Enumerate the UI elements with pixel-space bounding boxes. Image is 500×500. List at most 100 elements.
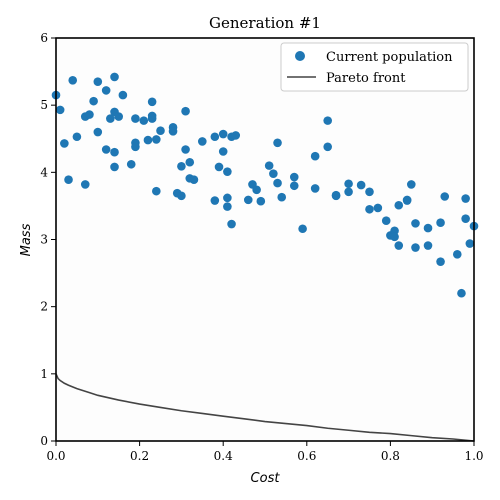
- population-point: [55, 105, 65, 115]
- population-point: [80, 180, 90, 189]
- population-point: [289, 172, 299, 182]
- population-point: [218, 147, 228, 156]
- population-point: [373, 203, 383, 213]
- population-point: [381, 216, 391, 225]
- population-point: [273, 138, 282, 148]
- population-point: [210, 132, 220, 142]
- population-point: [344, 187, 353, 197]
- population-point: [152, 135, 161, 144]
- legend-marker-population: [295, 51, 305, 61]
- population-point: [310, 151, 320, 161]
- population-point: [402, 196, 412, 205]
- population-point: [411, 219, 420, 228]
- population-point: [231, 131, 241, 140]
- population-point: [344, 179, 353, 189]
- x-axis-label: Cost: [251, 471, 281, 486]
- legend-box: [280, 42, 469, 92]
- population-point: [168, 127, 178, 136]
- population-point: [298, 224, 307, 234]
- population-point: [273, 178, 282, 188]
- population-point: [457, 288, 466, 298]
- x-tick-label: 1.0: [464, 449, 483, 463]
- population-point: [60, 139, 69, 148]
- population-point: [110, 147, 119, 157]
- legend-label-population: Current population: [326, 50, 453, 65]
- population-point: [289, 181, 299, 191]
- axis-ticks: 0.0 0.2 0.4 0.6 0.8 1.0 0 1 2 3 4 5 6: [40, 31, 483, 463]
- x-tick-label: 0.6: [297, 449, 316, 463]
- population-point: [331, 191, 341, 201]
- population-point: [423, 223, 433, 233]
- y-tick-label: 2: [40, 300, 48, 314]
- population-point: [181, 145, 190, 154]
- population-point: [323, 116, 333, 125]
- population-point: [390, 232, 399, 242]
- population-point: [210, 196, 220, 205]
- legend: Current population Pareto front: [280, 42, 469, 92]
- population-point: [143, 135, 153, 145]
- population-point: [198, 137, 207, 146]
- y-tick-label: 4: [40, 165, 48, 179]
- population-point: [365, 204, 374, 214]
- population-point: [394, 200, 404, 210]
- population-point: [131, 142, 140, 152]
- y-tick-label: 1: [40, 367, 48, 381]
- population-point: [110, 162, 119, 172]
- population-point: [256, 196, 266, 206]
- population-point: [89, 96, 98, 106]
- chart-title: Generation #1: [209, 14, 321, 32]
- population-points-layer: [51, 72, 479, 298]
- population-point: [440, 192, 450, 201]
- population-point: [407, 180, 416, 189]
- pareto-front-layer: [55, 373, 475, 442]
- x-tick-label: 0.8: [381, 449, 400, 463]
- population-point: [147, 114, 157, 123]
- population-point: [101, 86, 111, 95]
- population-point: [177, 191, 186, 201]
- population-point: [411, 243, 420, 252]
- population-point: [126, 159, 136, 169]
- population-point: [436, 218, 445, 228]
- population-point: [72, 132, 82, 142]
- x-tick-label: 0.2: [130, 449, 149, 463]
- population-point: [394, 241, 404, 250]
- population-point: [310, 184, 320, 193]
- population-point: [147, 97, 157, 107]
- population-point: [118, 90, 128, 100]
- population-point: [223, 167, 232, 176]
- y-tick-label: 0: [40, 434, 48, 448]
- population-point: [64, 175, 73, 185]
- population-point: [93, 127, 103, 137]
- plot-background: [56, 38, 474, 441]
- population-point: [461, 194, 470, 203]
- population-point: [110, 72, 119, 82]
- population-point: [68, 76, 78, 85]
- population-point: [223, 202, 232, 211]
- population-point: [131, 114, 140, 123]
- population-point: [177, 161, 186, 171]
- population-point: [223, 193, 232, 203]
- x-tick-label: 0.0: [46, 449, 65, 463]
- population-point: [156, 126, 165, 135]
- population-point: [465, 239, 475, 248]
- population-point: [101, 145, 111, 154]
- y-axis-label: Mass: [19, 223, 34, 256]
- pareto-front-line: [55, 373, 475, 442]
- population-point: [436, 257, 445, 266]
- population-point: [93, 77, 103, 86]
- population-point: [152, 186, 161, 196]
- population-point: [423, 241, 433, 250]
- population-point: [452, 249, 462, 259]
- population-point: [252, 185, 261, 195]
- y-tick-label: 6: [40, 31, 48, 45]
- population-point: [181, 106, 190, 116]
- population-point: [139, 116, 149, 125]
- population-point: [185, 157, 195, 167]
- legend-label-pareto: Pareto front: [326, 71, 406, 86]
- population-point: [277, 192, 287, 202]
- population-point: [390, 226, 399, 236]
- x-tick-label: 0.4: [214, 449, 233, 463]
- population-point: [264, 161, 274, 170]
- population-point: [114, 112, 123, 121]
